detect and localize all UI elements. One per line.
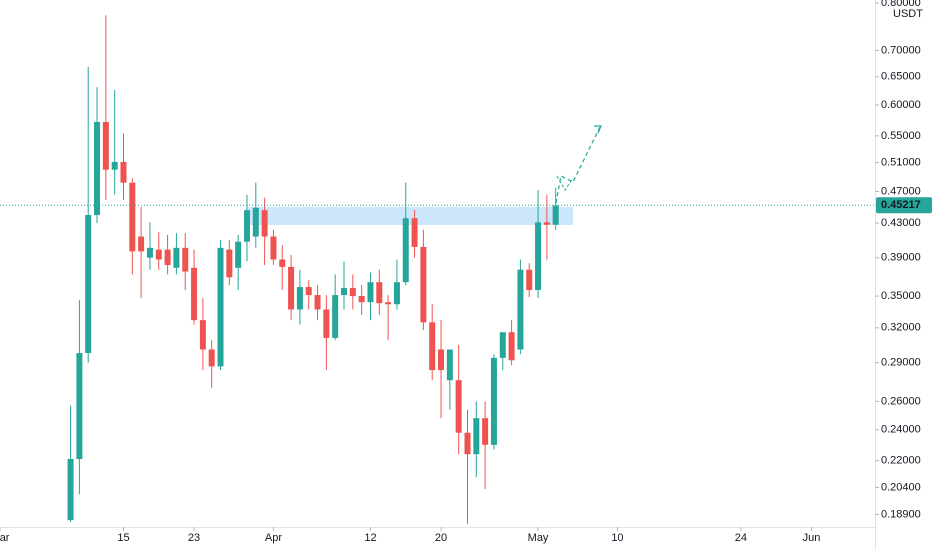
candle-body bbox=[376, 282, 383, 304]
candle-body bbox=[323, 309, 330, 338]
x-tick-label: 12 bbox=[364, 532, 376, 544]
y-tick-label: 0.43000 bbox=[881, 217, 921, 229]
last-price-tag bbox=[876, 197, 932, 214]
y-tick-label: 0.24000 bbox=[881, 424, 921, 436]
candle-body bbox=[243, 210, 250, 242]
candle-body bbox=[208, 349, 215, 367]
candle-body bbox=[429, 322, 436, 371]
resistance-zone bbox=[248, 207, 573, 225]
plot-area bbox=[0, 15, 875, 524]
x-tick-label: 20 bbox=[435, 532, 447, 544]
y-tick-label: 0.22000 bbox=[881, 455, 921, 467]
candle-body bbox=[288, 266, 295, 310]
candle-body bbox=[341, 288, 348, 296]
y-tick-label: 0.60000 bbox=[881, 99, 921, 111]
y-tick-label: 0.70000 bbox=[881, 44, 921, 56]
y-tick-label: 0.65000 bbox=[881, 71, 921, 83]
projection-path bbox=[555, 126, 601, 204]
candle-body bbox=[393, 282, 400, 305]
candle-body bbox=[358, 296, 365, 303]
candle-body bbox=[446, 349, 453, 381]
candle-body bbox=[482, 418, 489, 445]
y-tick-label: 0.35000 bbox=[881, 290, 921, 302]
x-tick-label: Apr bbox=[265, 532, 282, 544]
x-tick-label: 24 bbox=[735, 532, 747, 544]
candle-body bbox=[235, 241, 242, 268]
candle-body bbox=[552, 205, 559, 225]
y-tick-label: 0.32000 bbox=[881, 322, 921, 334]
candle-body bbox=[526, 269, 533, 291]
candle-body bbox=[367, 282, 374, 303]
candle-body bbox=[138, 236, 145, 252]
y-tick-label: 0.26000 bbox=[881, 395, 921, 407]
y-tick-label: 0.18900 bbox=[881, 508, 921, 520]
y-tick-label: 0.47000 bbox=[881, 185, 921, 197]
candle-body bbox=[349, 288, 356, 297]
candle-body bbox=[252, 207, 259, 237]
x-tick-label: Jun bbox=[803, 532, 821, 544]
candle-body bbox=[199, 320, 206, 350]
candle-body bbox=[517, 269, 524, 350]
y-tick-label: 0.80000 bbox=[881, 0, 921, 9]
currency-label: USDT bbox=[893, 8, 923, 20]
candle-body bbox=[490, 357, 497, 445]
candle-body bbox=[543, 222, 550, 225]
candle-body bbox=[129, 182, 136, 252]
candle-body bbox=[279, 259, 286, 267]
candle-body bbox=[499, 332, 506, 358]
candle-body bbox=[455, 380, 462, 433]
candle-body bbox=[385, 302, 392, 305]
y-tick-label: 0.55000 bbox=[881, 130, 921, 142]
y-tick-label: 0.39000 bbox=[881, 252, 921, 264]
candle-body bbox=[261, 210, 268, 237]
candle-body bbox=[67, 458, 74, 521]
x-tick-label: Mar bbox=[0, 532, 10, 544]
x-tick-label: 15 bbox=[117, 532, 129, 544]
candle-body bbox=[270, 236, 277, 260]
x-tick-label: May bbox=[528, 532, 549, 544]
projection-swing bbox=[556, 175, 574, 191]
candle-body bbox=[226, 249, 233, 278]
candle-body bbox=[420, 246, 427, 323]
candle-body bbox=[296, 287, 303, 310]
candle-body bbox=[76, 353, 83, 459]
candle-body bbox=[94, 121, 101, 215]
candle-body bbox=[332, 295, 339, 338]
x-tick-label: 23 bbox=[188, 532, 200, 544]
candle-body bbox=[402, 218, 409, 283]
candle-body bbox=[438, 349, 445, 371]
candle-body bbox=[464, 432, 471, 455]
candle-body bbox=[173, 247, 180, 268]
candle-body bbox=[217, 247, 224, 367]
candle-body bbox=[102, 121, 109, 170]
candle-body bbox=[111, 161, 118, 170]
candle-body bbox=[191, 267, 198, 321]
candle-body bbox=[120, 161, 127, 183]
candle-body bbox=[164, 249, 171, 266]
candle-body bbox=[146, 247, 153, 258]
x-tick-label: 10 bbox=[611, 532, 623, 544]
candle-body bbox=[473, 418, 480, 455]
y-tick-label: 0.29000 bbox=[881, 357, 921, 369]
y-tick-label: 0.20400 bbox=[881, 481, 921, 493]
candle-body bbox=[535, 222, 542, 291]
y-tick-label: 0.51000 bbox=[881, 157, 921, 169]
candle-body bbox=[508, 332, 515, 361]
candle-body bbox=[314, 295, 321, 310]
candle-body bbox=[305, 287, 312, 296]
candle-body bbox=[155, 249, 162, 260]
candle-body bbox=[182, 247, 189, 272]
candle-body bbox=[411, 218, 418, 247]
candle-body bbox=[85, 214, 92, 354]
projection-arrowhead bbox=[594, 125, 602, 134]
last-price-label: 0.45217 bbox=[881, 199, 921, 211]
